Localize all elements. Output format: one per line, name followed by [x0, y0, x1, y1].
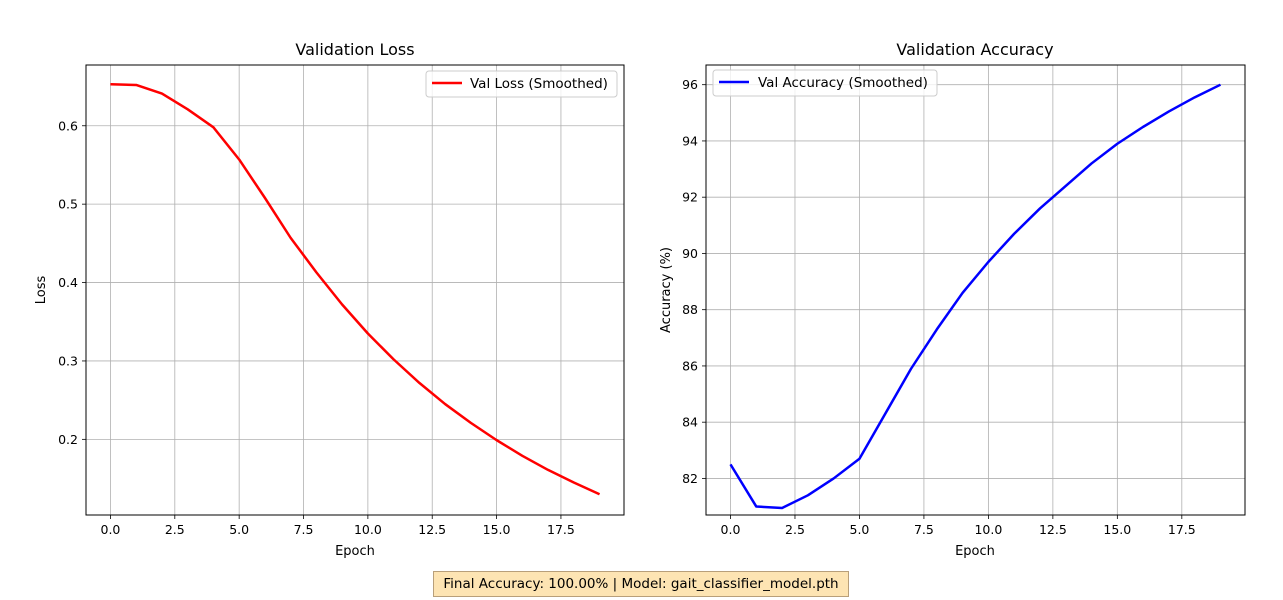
- loss-x-axis-label: Epoch: [335, 544, 375, 559]
- accuracy-y-tick-label: 96: [682, 77, 698, 92]
- loss-y-tick-label: 0.2: [58, 432, 78, 447]
- loss-y-tick-label: 0.4: [58, 275, 78, 290]
- accuracy-x-tick-label: 12.5: [1039, 522, 1067, 537]
- accuracy-chart-title: Validation Accuracy: [896, 40, 1053, 59]
- loss-x-tick-label: 0.0: [101, 522, 121, 537]
- accuracy-x-axis-label: Epoch: [955, 544, 995, 559]
- accuracy-y-axis-label: Accuracy (%): [659, 247, 674, 333]
- accuracy-chart: Validation Accuracy 0.0 2.5 5.0 7.5 10.0 12.5…: [659, 40, 1246, 559]
- accuracy-x-tick-label: 10.0: [974, 522, 1002, 537]
- accuracy-x-tick-label: 5.0: [850, 522, 870, 537]
- accuracy-y-tick-label: 90: [682, 246, 698, 261]
- loss-x-tick-label: 5.0: [229, 522, 249, 537]
- loss-y-tick-label: 0.5: [58, 197, 78, 212]
- loss-x-tick-label: 10.0: [354, 522, 382, 537]
- accuracy-x-tick-label: 0.0: [721, 522, 741, 537]
- accuracy-grid: [706, 65, 1245, 515]
- accuracy-legend-box: [712, 69, 938, 97]
- accuracy-series-line: [729, 83, 1222, 510]
- accuracy-y-ticks: 82 84 86 88 90 92 94 96: [682, 77, 706, 486]
- accuracy-y-tick-label: 82: [682, 471, 698, 486]
- loss-series-line: [110, 82, 601, 496]
- accuracy-x-tick-label: 15.0: [1103, 522, 1131, 537]
- accuracy-plot-frame: [705, 64, 1246, 516]
- loss-plot-frame: [85, 64, 625, 516]
- accuracy-x-tick-label: 17.5: [1168, 522, 1196, 537]
- loss-y-tick-label: 0.6: [58, 118, 78, 133]
- accuracy-y-tick-label: 84: [682, 415, 698, 430]
- loss-x-tick-label: 15.0: [483, 522, 511, 537]
- accuracy-y-tick-label: 92: [682, 190, 698, 205]
- loss-chart-title: Validation Loss: [295, 40, 414, 59]
- loss-grid: [86, 65, 624, 515]
- accuracy-y-tick-label: 86: [682, 358, 698, 373]
- loss-series: [110, 82, 601, 496]
- loss-legend-label: Val Loss (Smoothed): [470, 76, 608, 92]
- accuracy-series: [729, 83, 1222, 510]
- loss-chart: Validation Loss 0.0 2.5 5.0 7.5 10.0 12.5 15.0…: [34, 40, 625, 559]
- loss-y-ticks: 0.2 0.3 0.4 0.5 0.6: [58, 118, 86, 447]
- loss-legend: Val Loss (Smoothed): [425, 70, 618, 98]
- accuracy-y-tick-label: 94: [682, 133, 698, 148]
- accuracy-x-ticks: 0.0 2.5 5.0 7.5 10.0 12.5 15.0 17.5: [721, 515, 1196, 537]
- loss-x-tick-label: 17.5: [547, 522, 575, 537]
- loss-x-tick-label: 7.5: [294, 522, 314, 537]
- loss-y-tick-label: 0.3: [58, 353, 78, 368]
- accuracy-legend-label: Val Accuracy (Smoothed): [758, 75, 928, 91]
- loss-x-tick-label: 12.5: [418, 522, 446, 537]
- accuracy-x-tick-label: 2.5: [785, 522, 805, 537]
- accuracy-y-tick-label: 88: [682, 302, 698, 317]
- loss-y-axis-label: Loss: [34, 276, 49, 305]
- loss-x-ticks: 0.0 2.5 5.0 7.5 10.0 12.5 15.0 17.5: [101, 515, 575, 537]
- footer-info-box: Final Accuracy: 100.00% | Model: gait_cl…: [433, 571, 849, 597]
- loss-legend-box: [425, 70, 618, 98]
- accuracy-legend: Val Accuracy (Smoothed): [712, 69, 938, 97]
- loss-x-tick-label: 2.5: [165, 522, 185, 537]
- accuracy-x-tick-label: 7.5: [914, 522, 934, 537]
